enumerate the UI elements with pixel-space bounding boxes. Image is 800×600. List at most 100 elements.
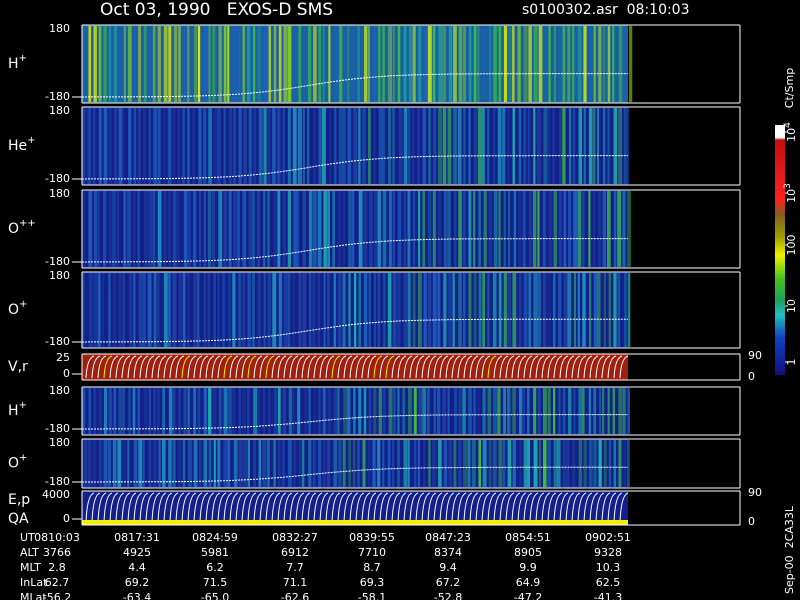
energy-trace xyxy=(295,492,305,524)
spectrogram-stripe xyxy=(402,388,406,434)
velocity-trace xyxy=(523,355,533,379)
spectrogram-stripe xyxy=(577,26,582,102)
spectrogram-stripe xyxy=(533,26,538,102)
spectrogram-stripe xyxy=(382,440,385,487)
spectrogram-stripe xyxy=(213,440,216,487)
spectrogram-stripe xyxy=(533,440,538,487)
energy-trace xyxy=(265,492,275,524)
spectrogram-stripe xyxy=(322,388,326,434)
spectrogram-stripe xyxy=(598,388,602,434)
energy-trace xyxy=(571,492,581,524)
spectrogram-stripe xyxy=(608,440,612,487)
velocity-trace xyxy=(85,355,95,379)
spectrogram-stripe xyxy=(567,26,571,102)
cell: 6.2 xyxy=(206,561,224,574)
velocity-trace xyxy=(151,355,161,379)
spectrogram-stripe xyxy=(252,273,255,347)
spectrogram-stripe xyxy=(593,440,597,487)
spectrogram-stripe xyxy=(223,388,228,434)
spectrogram-stripe xyxy=(478,191,481,267)
spectrogram-stripe xyxy=(218,388,222,434)
energy-trace xyxy=(361,492,371,524)
spectrogram-stripe xyxy=(213,108,218,184)
spectrogram-stripe xyxy=(387,440,391,487)
spectrogram-stripe xyxy=(493,388,497,434)
spectrogram-stripe xyxy=(213,273,216,347)
velocity-trace xyxy=(367,355,377,379)
spectrogram-stripe xyxy=(137,191,140,267)
velocity-trace xyxy=(127,355,137,379)
spectrogram-stripe xyxy=(157,388,160,434)
spectrogram-stripe xyxy=(87,108,92,184)
energy-trace xyxy=(277,492,287,524)
energy-trace xyxy=(427,492,437,524)
spectrogram-stripe xyxy=(183,388,187,434)
spectrogram-stripe xyxy=(182,108,185,184)
spectrogram-stripe xyxy=(563,273,568,347)
spectrogram-stripe xyxy=(108,191,113,267)
spectrogram-stripe xyxy=(223,108,226,184)
cell: 8374 xyxy=(434,546,462,559)
spectrogram-stripe xyxy=(508,191,511,267)
spectrogram-stripe xyxy=(473,273,477,347)
energy-trace xyxy=(373,492,383,524)
spectrogram-stripe xyxy=(582,191,585,267)
spectrogram-stripe xyxy=(203,26,208,102)
spectrogram-stripe xyxy=(373,388,377,434)
spectrogram-stripe xyxy=(197,273,200,347)
spectrogram-stripe xyxy=(378,108,383,184)
panel-sup: ++ xyxy=(19,218,36,229)
spectrogram-stripe xyxy=(403,273,407,347)
spectrogram-stripe xyxy=(148,26,152,102)
energy-trace xyxy=(205,492,215,524)
spectrogram-stripe xyxy=(233,26,236,102)
spectrogram-stripe xyxy=(372,440,376,487)
spectrogram-stripe xyxy=(553,191,557,267)
spectrogram-stripe xyxy=(602,108,606,184)
cell: 6912 xyxy=(281,546,309,559)
energy-trace xyxy=(313,492,323,524)
panel-label: V,r xyxy=(8,359,28,375)
energy-trace xyxy=(253,492,263,524)
spectrogram-stripe xyxy=(573,273,577,347)
spectrogram-stripe xyxy=(113,26,118,102)
spectrogram-stripe xyxy=(98,108,102,184)
spectrogram-stripe xyxy=(498,440,503,487)
spectrogram-stripe xyxy=(343,388,348,434)
velocity-trace xyxy=(547,355,557,379)
spectrogram-stripe xyxy=(618,440,622,487)
panel-name: E,p xyxy=(8,492,30,508)
velocity-trace xyxy=(301,355,311,379)
spectrogram-stripe xyxy=(582,273,586,347)
spectrogram-stripe xyxy=(157,191,162,267)
spectrogram-stripe xyxy=(278,440,281,487)
energy-trace xyxy=(331,492,341,524)
spectrogram-stripe xyxy=(227,440,231,487)
spectrogram-stripe xyxy=(88,26,92,102)
spectrogram-stripe xyxy=(578,440,582,487)
spectrogram-stripe xyxy=(493,26,497,102)
spectrogram-stripe xyxy=(602,26,606,102)
energy-trace xyxy=(529,492,539,524)
spectrogram-stripe xyxy=(538,26,543,102)
spectrogram-stripe xyxy=(138,26,141,102)
energy-trace xyxy=(145,492,155,524)
spectrogram-stripe xyxy=(507,440,512,487)
spectrogram-stripe xyxy=(282,388,287,434)
spectrogram-stripe xyxy=(267,273,272,347)
velocity-trace xyxy=(145,355,155,379)
spectrogram-stripe xyxy=(447,108,452,184)
spectrogram-stripe xyxy=(458,26,463,102)
energy-trace xyxy=(523,492,533,524)
spectrogram-stripe xyxy=(347,108,352,184)
spectrogram-stripe xyxy=(468,108,471,184)
spectrogram-stripe xyxy=(547,273,551,347)
spectrogram-stripe xyxy=(142,273,146,347)
spectrogram-stripe xyxy=(597,108,600,184)
energy-trace xyxy=(385,492,395,524)
spectrogram-stripe xyxy=(373,108,376,184)
spectrogram-stripe xyxy=(458,388,462,434)
spectrogram-stripe xyxy=(453,388,457,434)
spectrogram-stripe xyxy=(428,108,431,184)
